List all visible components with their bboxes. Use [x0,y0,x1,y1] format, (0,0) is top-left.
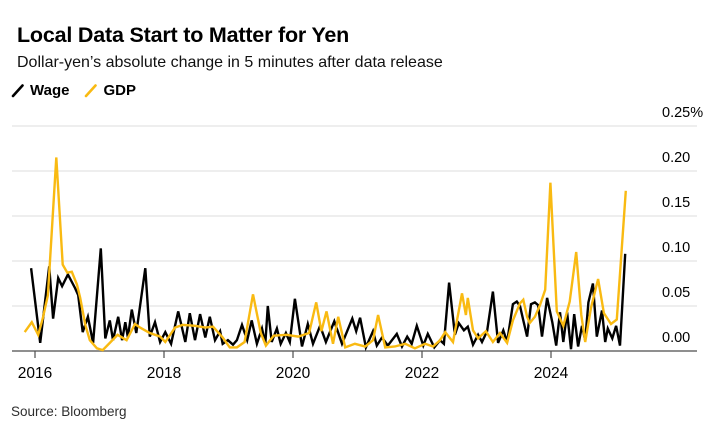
y-axis-tick-label: 0.20 [662,150,690,166]
series-line-wage [29,248,627,352]
gdp-line-swatch-icon [85,84,98,98]
legend-label: Wage [30,82,70,99]
x-axis-tick-label: 2020 [276,365,311,382]
legend: Wage GDP [11,82,136,99]
y-axis-tick-label: 0.00 [662,330,690,346]
legend-label: GDP [103,82,136,99]
y-axis-tick-label: 0.05 [662,285,690,301]
wage-line-swatch-icon [11,84,24,98]
x-axis-tick-label: 2018 [147,365,181,382]
legend-item-wage: Wage [11,82,69,99]
x-axis-tick-label: 2016 [18,365,52,382]
x-axis-tick-label: 2022 [405,365,439,382]
chart-title: Local Data Start to Matter for Yen [17,23,350,47]
series-line-gdp [23,157,627,352]
y-axis-tick-label: 0.25% [662,105,703,121]
chart-subtitle: Dollar-yen’s absolute change in 5 minute… [17,54,443,71]
x-axis-tick-label: 2024 [534,365,569,382]
y-axis-tick-label: 0.10 [662,240,690,256]
legend-item-gdp: GDP [84,82,136,99]
y-axis-tick-label: 0.15 [662,195,690,211]
source-note: Source: Bloomberg [11,404,127,419]
